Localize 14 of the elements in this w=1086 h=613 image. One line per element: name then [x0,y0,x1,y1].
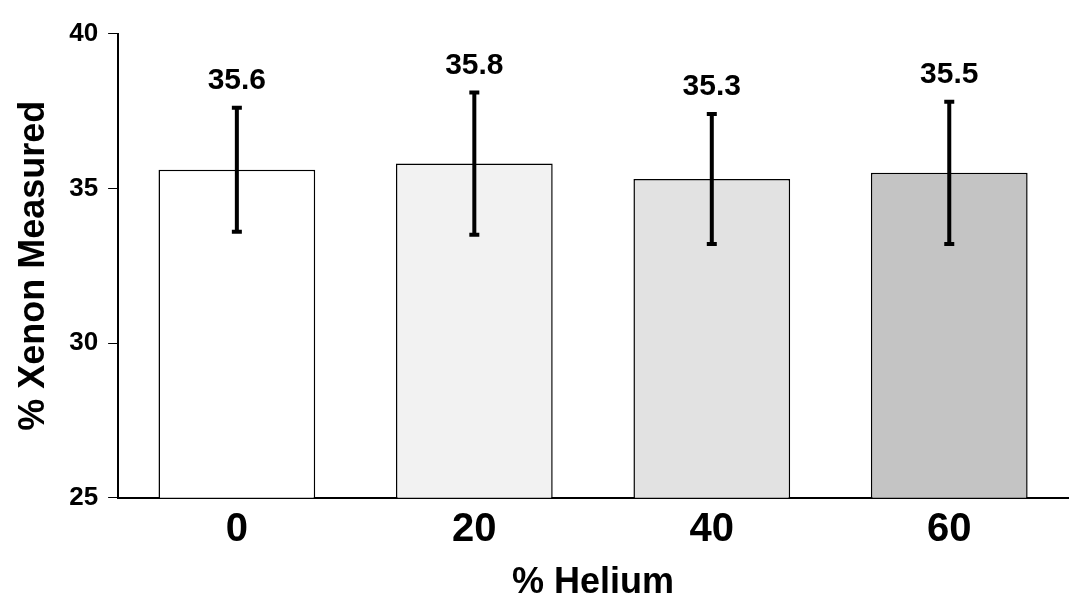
data-label: 35.8 [445,46,504,80]
y-axis-title: % Xenon Measured [10,100,52,431]
x-tick-label: 20 [452,504,497,549]
x-tick-label: 0 [225,504,248,549]
y-tick-label: 25 [69,480,99,511]
x-axis-title: % Helium [512,560,675,602]
data-label: 35.5 [920,55,979,89]
data-label: 35.6 [207,62,267,96]
y-tick-label: 35 [69,171,99,202]
x-tick-label: 60 [927,504,972,549]
data-label: 35.3 [682,68,741,102]
x-tick-label: 40 [689,504,735,549]
y-tick-label: 40 [69,16,99,47]
y-tick-label: 30 [69,326,99,357]
